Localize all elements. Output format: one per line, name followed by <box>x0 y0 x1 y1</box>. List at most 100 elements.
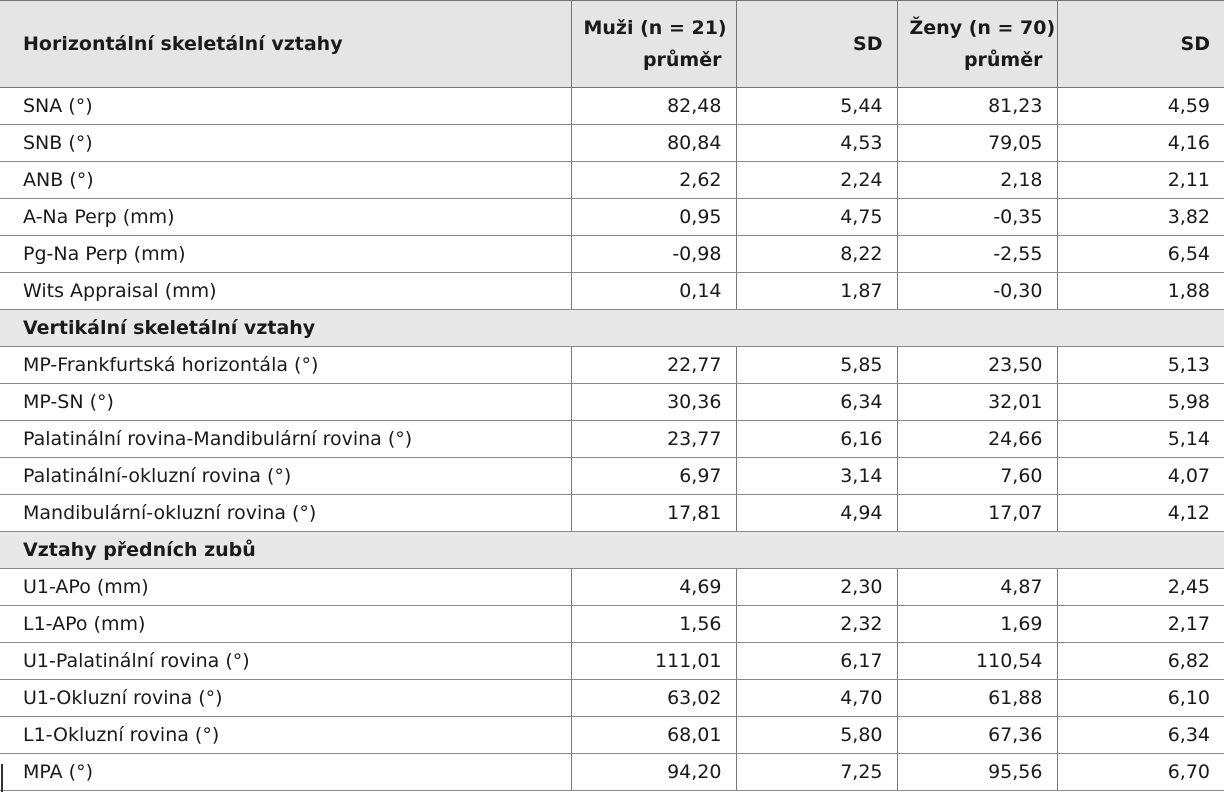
men-mean-cell: 80,84 <box>570 124 736 162</box>
men-mean-cell: 111,01 <box>570 642 736 680</box>
men-mean-cell: 4,69 <box>570 568 736 606</box>
row-label: MPA (°) <box>0 753 571 791</box>
table-row: MP-SN (°) 30,36 6,34 32,01 5,98 <box>0 383 1224 421</box>
men-mean-cell: 23,77 <box>570 420 736 458</box>
header-men-sd: SD <box>735 0 897 88</box>
table-row: U1-APo (mm) 4,69 2,30 4,87 2,45 <box>0 568 1224 606</box>
women-mean-cell: 61,88 <box>896 679 1057 717</box>
header-men-mean-label: průměr <box>642 49 722 71</box>
section-title: Vztahy předních zubů <box>0 531 1224 569</box>
women-sd-cell: 6,10 <box>1056 679 1224 717</box>
row-label: SNA (°) <box>0 87 571 125</box>
men-mean-cell: 63,02 <box>570 679 736 717</box>
men-mean-cell: 17,81 <box>570 494 736 532</box>
women-mean-cell: 1,69 <box>896 605 1057 643</box>
table-body: SNA (°) 82,48 5,44 81,23 4,59 SNB (°) 80,84 4,5… <box>0 87 1224 791</box>
men-sd-cell: 2,30 <box>735 568 897 606</box>
women-sd-cell: 4,07 <box>1056 457 1224 495</box>
women-sd-cell: 4,12 <box>1056 494 1224 532</box>
men-sd-cell: 6,16 <box>735 420 897 458</box>
women-sd-cell: 6,54 <box>1056 235 1224 273</box>
row-label: Wits Appraisal (mm) <box>0 272 571 310</box>
section-title: Vertikální skeletální vztahy <box>0 309 1224 347</box>
men-sd-cell: 5,85 <box>735 346 897 384</box>
women-sd-cell: 4,59 <box>1056 87 1224 125</box>
table-row: Pg-Na Perp (mm) -0,98 8,22 -2,55 6,54 <box>0 235 1224 273</box>
header-women-title: Ženy (n = 70) <box>909 17 1056 39</box>
women-mean-cell: 2,18 <box>896 161 1057 199</box>
women-mean-cell: -0,30 <box>896 272 1057 310</box>
women-mean-cell: 17,07 <box>896 494 1057 532</box>
women-sd-cell: 5,98 <box>1056 383 1224 421</box>
women-mean-cell: -0,35 <box>896 198 1057 236</box>
men-mean-cell: 22,77 <box>570 346 736 384</box>
row-label: ANB (°) <box>0 161 571 199</box>
table-row: L1-Okluzní rovina (°) 68,01 5,80 67,36 6,34 <box>0 716 1224 754</box>
men-sd-cell: 3,14 <box>735 457 897 495</box>
row-label: Mandibulární-okluzní rovina (°) <box>0 494 571 532</box>
women-sd-cell: 5,14 <box>1056 420 1224 458</box>
men-mean-cell: 2,62 <box>570 161 736 199</box>
women-sd-cell: 5,13 <box>1056 346 1224 384</box>
row-label: SNB (°) <box>0 124 571 162</box>
table-header-row: Horizontální skeletální vztahy Muži (n =… <box>0 0 1224 88</box>
men-sd-cell: 6,17 <box>735 642 897 680</box>
table-row: Palatinální rovina-Mandibulární rovina (… <box>0 420 1224 458</box>
women-mean-cell: 4,87 <box>896 568 1057 606</box>
table-row: Palatinální-okluzní rovina (°) 6,97 3,14 7,… <box>0 457 1224 495</box>
men-sd-cell: 2,24 <box>735 161 897 199</box>
men-sd-cell: 2,32 <box>735 605 897 643</box>
men-mean-cell: 1,56 <box>570 605 736 643</box>
men-sd-cell: 6,34 <box>735 383 897 421</box>
table-row: U1-Okluzní rovina (°) 63,02 4,70 61,88 6,10 <box>0 679 1224 717</box>
section-header-row: Vztahy předních zubů <box>0 531 1224 569</box>
row-label: A-Na Perp (mm) <box>0 198 571 236</box>
section-header-row: Vertikální skeletální vztahy <box>0 309 1224 347</box>
table-row: Mandibulární-okluzní rovina (°) 17,81 4,94… <box>0 494 1224 532</box>
men-sd-cell: 1,87 <box>735 272 897 310</box>
header-men-mean: Muži (n = 21) průměr <box>570 0 736 88</box>
row-label: U1-Okluzní rovina (°) <box>0 679 571 717</box>
women-mean-cell: 24,66 <box>896 420 1057 458</box>
table-row: MP-Frankfurtská horizontála (°) 22,77 5,85… <box>0 346 1224 384</box>
men-sd-cell: 4,75 <box>735 198 897 236</box>
women-mean-cell: -2,55 <box>896 235 1057 273</box>
row-label: U1-Palatinální rovina (°) <box>0 642 571 680</box>
table-row: L1-APo (mm) 1,56 2,32 1,69 2,17 <box>0 605 1224 643</box>
row-label: MP-SN (°) <box>0 383 571 421</box>
header-men-title: Muži (n = 21) <box>583 17 727 39</box>
row-label: Palatinální rovina-Mandibulární rovina (… <box>0 420 571 458</box>
row-label: L1-Okluzní rovina (°) <box>0 716 571 754</box>
table-row: A-Na Perp (mm) 0,95 4,75 -0,35 3,82 <box>0 198 1224 236</box>
men-sd-cell: 4,53 <box>735 124 897 162</box>
men-sd-cell: 4,70 <box>735 679 897 717</box>
row-label: Pg-Na Perp (mm) <box>0 235 571 273</box>
men-mean-cell: 68,01 <box>570 716 736 754</box>
header-label-column: Horizontální skeletální vztahy <box>0 0 571 88</box>
men-mean-cell: 30,36 <box>570 383 736 421</box>
women-sd-cell: 3,82 <box>1056 198 1224 236</box>
women-sd-cell: 6,82 <box>1056 642 1224 680</box>
men-mean-cell: 82,48 <box>570 87 736 125</box>
women-sd-cell: 2,45 <box>1056 568 1224 606</box>
men-mean-cell: 6,97 <box>570 457 736 495</box>
women-mean-cell: 95,56 <box>896 753 1057 791</box>
women-mean-cell: 67,36 <box>896 716 1057 754</box>
men-sd-cell: 8,22 <box>735 235 897 273</box>
women-sd-cell: 1,88 <box>1056 272 1224 310</box>
header-women-sd: SD <box>1056 0 1224 88</box>
table-row: SNA (°) 82,48 5,44 81,23 4,59 <box>0 87 1224 125</box>
table-row: MPA (°) 94,20 7,25 95,56 6,70 <box>0 753 1224 791</box>
men-mean-cell: -0,98 <box>570 235 736 273</box>
table-row: ANB (°) 2,62 2,24 2,18 2,11 <box>0 161 1224 199</box>
women-mean-cell: 110,54 <box>896 642 1057 680</box>
scan-artifact-mark <box>1 764 3 792</box>
men-sd-cell: 4,94 <box>735 494 897 532</box>
row-label: Palatinální-okluzní rovina (°) <box>0 457 571 495</box>
table-row: SNB (°) 80,84 4,53 79,05 4,16 <box>0 124 1224 162</box>
men-sd-cell: 7,25 <box>735 753 897 791</box>
row-label: MP-Frankfurtská horizontála (°) <box>0 346 571 384</box>
women-sd-cell: 2,17 <box>1056 605 1224 643</box>
men-mean-cell: 0,14 <box>570 272 736 310</box>
